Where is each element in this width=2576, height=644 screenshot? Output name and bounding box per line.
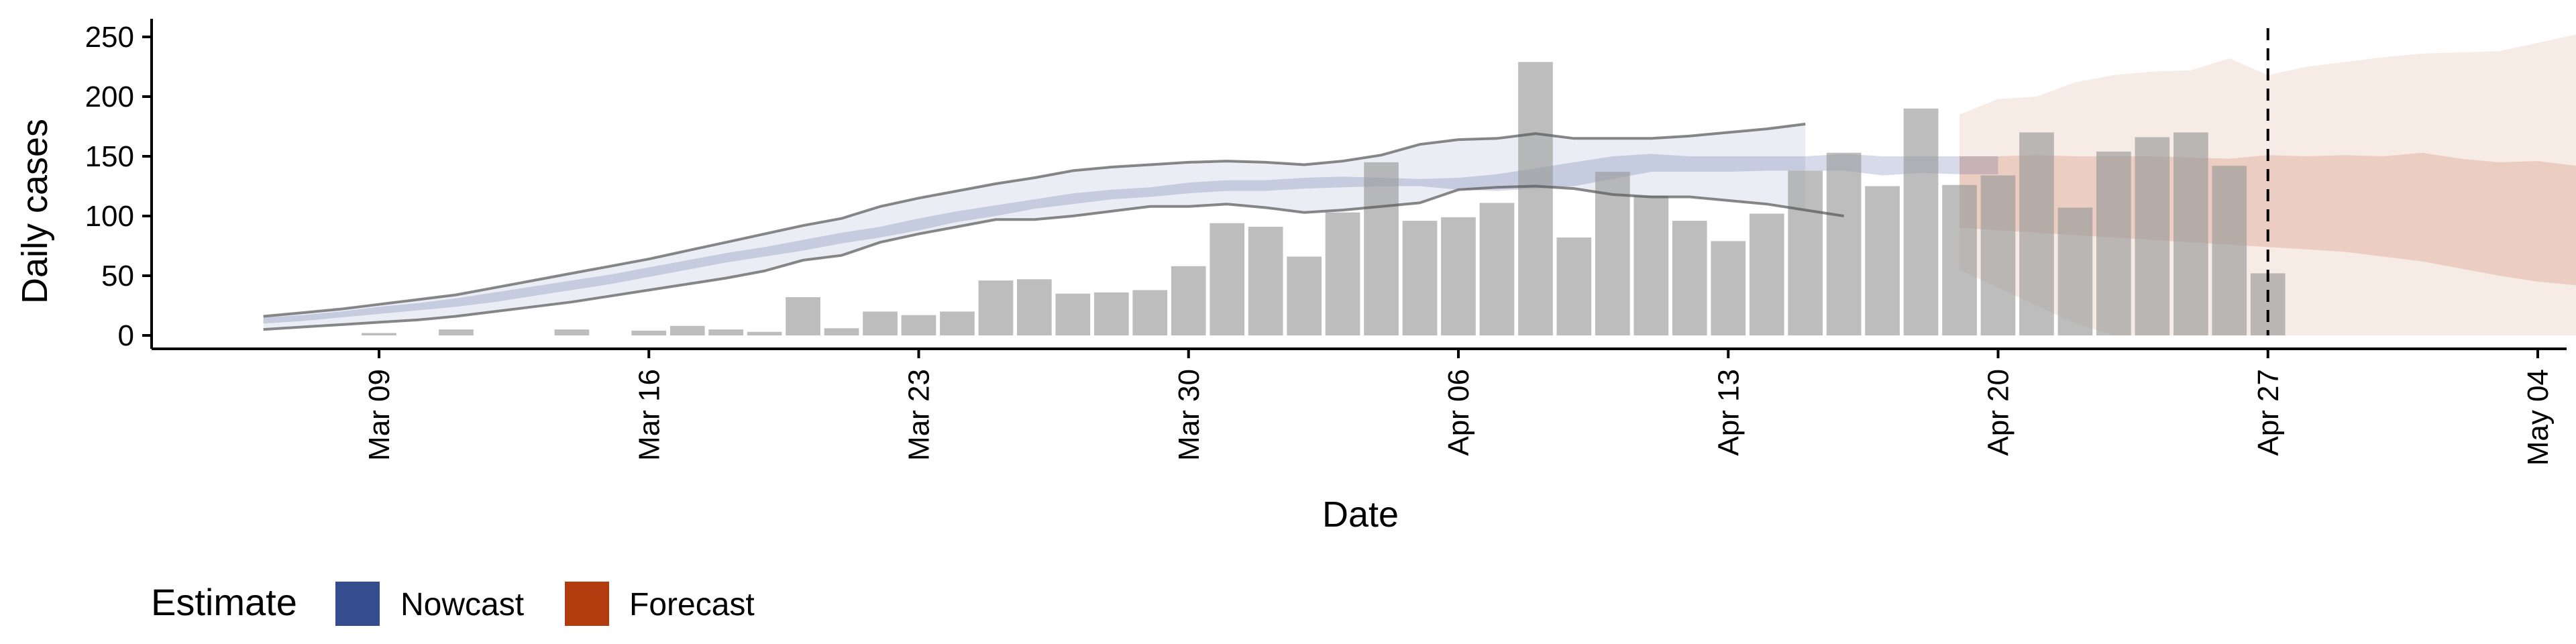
case-bar xyxy=(901,315,936,335)
y-tick-label: 50 xyxy=(101,260,134,292)
case-bar xyxy=(439,329,474,335)
x-tick-label: Mar 09 xyxy=(363,369,396,461)
x-tick-label: Mar 16 xyxy=(633,369,665,461)
case-bar xyxy=(1210,223,1245,335)
x-tick-label: Apr 06 xyxy=(1442,369,1475,456)
x-tick-label: Apr 20 xyxy=(1982,369,2015,456)
case-bar xyxy=(2174,132,2208,335)
y-tick-label: 250 xyxy=(85,21,134,54)
case-bar xyxy=(1711,241,1746,335)
legend-label-nowcast: Nowcast xyxy=(400,587,524,623)
case-bar xyxy=(2019,132,2054,335)
case-bar xyxy=(1749,213,1784,335)
case-bar xyxy=(2212,166,2247,335)
case-bar xyxy=(1942,184,1977,335)
case-bar xyxy=(1788,170,1823,335)
case-bar xyxy=(1287,256,1322,335)
x-tick-label: Apr 27 xyxy=(2252,369,2285,456)
x-tick-label: Apr 13 xyxy=(1712,369,1745,456)
case-bar xyxy=(1364,162,1399,335)
case-bar xyxy=(1595,172,1630,335)
case-bar xyxy=(1402,221,1438,335)
legend-swatch-nowcast xyxy=(335,582,380,626)
case-bar xyxy=(1826,152,1862,335)
legend-title: Estimate xyxy=(151,581,297,623)
x-axis-title: Date xyxy=(1322,494,1399,535)
case-bar xyxy=(1903,108,1939,336)
case-bar xyxy=(1248,227,1283,335)
observed-cases-bars xyxy=(362,62,2286,336)
case-bar xyxy=(978,280,1014,335)
case-bar xyxy=(554,329,590,335)
case-bar xyxy=(362,333,396,335)
y-tick-label: 150 xyxy=(85,140,134,173)
axes: 0 50 100 150 200 250 Mar 09 Mar 16 Mar 23 Mar 30 A… xyxy=(85,19,2567,466)
nowcast-lower-line xyxy=(263,184,1844,331)
case-bar xyxy=(824,328,859,335)
case-bar xyxy=(1633,195,1669,335)
case-bar xyxy=(708,329,743,335)
case-bar xyxy=(1441,217,1476,335)
nowcast-bands xyxy=(263,123,1998,330)
legend-swatch-forecast xyxy=(565,582,609,626)
x-tick-label: May 04 xyxy=(2522,369,2555,466)
case-bar xyxy=(1556,237,1592,335)
case-bar xyxy=(1672,221,1707,335)
case-bar xyxy=(1132,290,1168,335)
x-tick-label: Mar 30 xyxy=(1173,369,1205,461)
nowcast-inner-band xyxy=(263,154,1998,324)
x-tick-label: Mar 23 xyxy=(903,369,936,461)
legend-label-forecast: Forecast xyxy=(629,587,755,623)
case-bar xyxy=(1865,186,1900,335)
case-bar xyxy=(669,325,705,335)
y-tick-label: 0 xyxy=(118,319,134,352)
case-bar xyxy=(1980,175,2016,335)
case-bar xyxy=(1479,203,1515,335)
case-bar xyxy=(786,297,820,335)
case-bar xyxy=(2096,151,2131,335)
case-bar xyxy=(2250,273,2286,335)
case-bar xyxy=(863,311,898,335)
legend: Estimate Nowcast Forecast xyxy=(151,581,755,626)
case-bar xyxy=(2057,207,2093,335)
nowcast-outer-band xyxy=(263,123,1806,330)
case-bar xyxy=(940,311,975,335)
y-axis-title: Daily cases xyxy=(15,119,55,304)
nowcast-upper-line xyxy=(263,122,1806,318)
case-bar xyxy=(1325,212,1360,335)
case-bar xyxy=(1094,292,1129,335)
case-bar xyxy=(1017,279,1052,335)
case-bar xyxy=(631,330,667,335)
case-bar xyxy=(1171,266,1206,335)
y-tick-label: 200 xyxy=(85,80,134,113)
case-bar xyxy=(1055,293,1091,335)
nowcast-bound-lines xyxy=(263,122,1844,331)
case-bar xyxy=(2135,137,2170,335)
case-bar xyxy=(1518,62,1553,336)
y-tick-label: 100 xyxy=(85,200,134,233)
case-bar xyxy=(747,331,782,335)
